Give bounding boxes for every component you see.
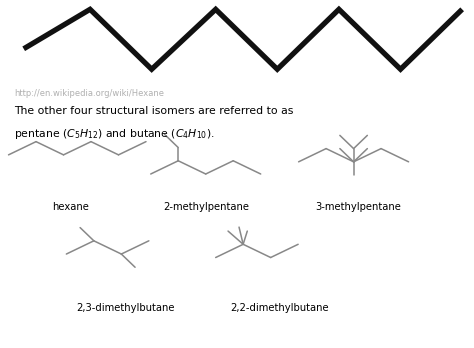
Text: 3-methylpentane: 3-methylpentane (315, 202, 401, 212)
Text: 2-methylpentane: 2-methylpentane (163, 202, 249, 212)
Text: The other four structural isomers are referred to as: The other four structural isomers are re… (14, 106, 297, 116)
Text: hexane: hexane (52, 202, 89, 212)
Text: pentane ($C_5H_{12}$) and butane ($C_4H_{10}$).: pentane ($C_5H_{12}$) and butane ($C_4H_… (14, 127, 215, 141)
Text: http://en.wikipedia.org/wiki/Hexane: http://en.wikipedia.org/wiki/Hexane (14, 89, 164, 98)
Text: 2,3-dimethylbutane: 2,3-dimethylbutane (76, 303, 175, 313)
Text: 2,2-dimethylbutane: 2,2-dimethylbutane (230, 303, 329, 313)
